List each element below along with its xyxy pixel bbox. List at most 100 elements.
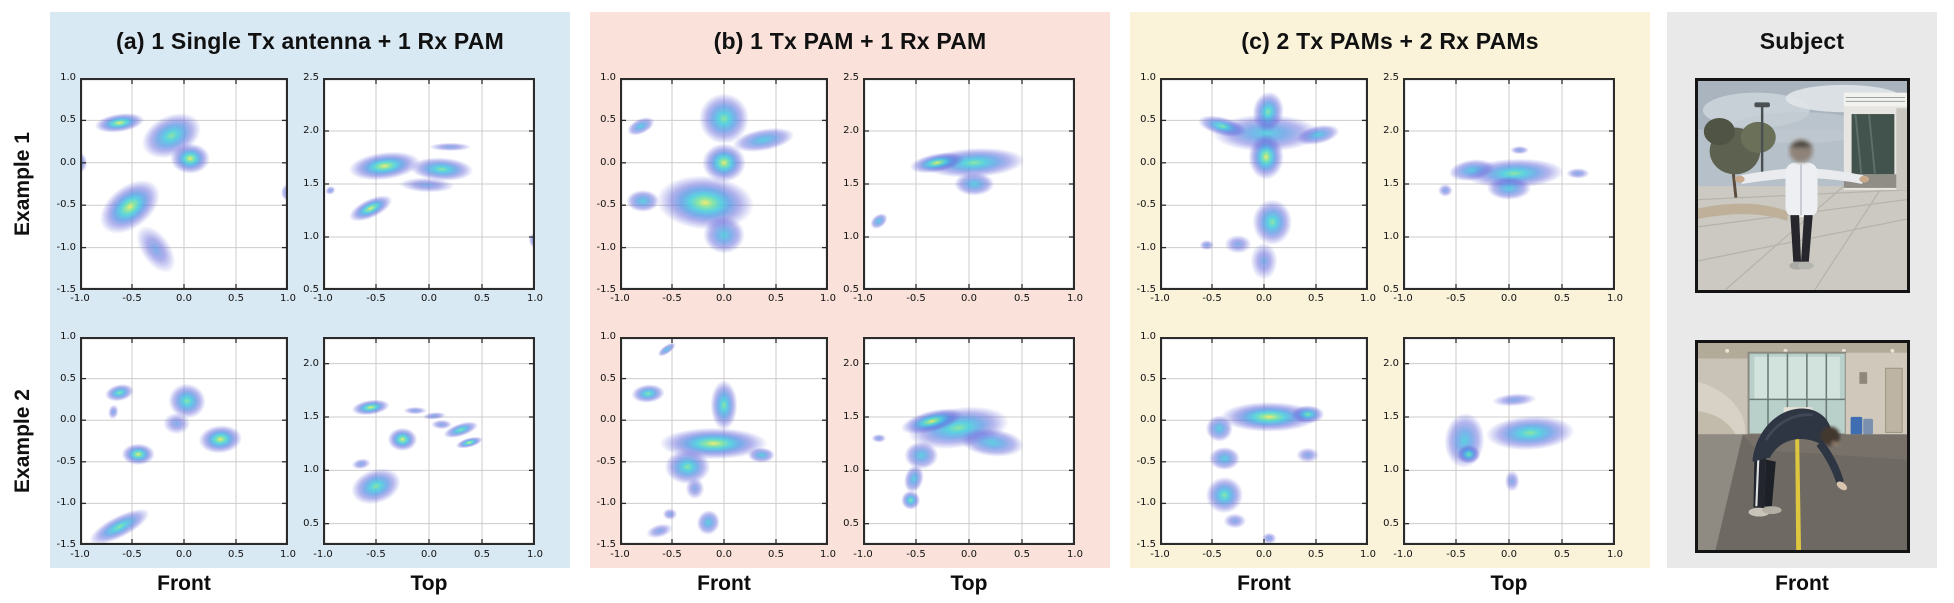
subject-photo-tpose-outdoor — [1695, 78, 1910, 293]
row-label-example-1: Example 1 — [11, 132, 34, 236]
indoor-floor — [1698, 434, 1907, 550]
panel-a: (a) 1 Single Tx antenna + 1 Rx PAM Front… — [50, 0, 570, 603]
x-tick-label: -0.5 — [1202, 293, 1222, 304]
x-tick-label: 0.5 — [474, 549, 490, 560]
y-tick-label: 0.0 — [1140, 156, 1156, 168]
y-tick-label: 2.0 — [1383, 357, 1399, 369]
y-tick-label: 1.0 — [303, 231, 319, 242]
y-tick-label: -0.5 — [56, 455, 76, 467]
y-tick-label: 1.5 — [1383, 178, 1399, 189]
blurred-head — [1789, 139, 1813, 163]
y-tick-label: 0.5 — [600, 372, 616, 384]
y-tick-label: -1.5 — [56, 539, 76, 550]
left-counter — [1698, 381, 1746, 437]
plot-a-example2-front — [80, 337, 288, 545]
panel-b-top-label: Top — [950, 572, 988, 595]
x-tick-label: 0.5 — [1308, 293, 1324, 304]
blurred-head-2 — [1820, 426, 1840, 447]
y-tick-label: 0.5 — [1383, 517, 1399, 529]
y-tick-label: 1.5 — [303, 411, 319, 422]
y-tick-label: -1.0 — [1136, 497, 1156, 509]
y-tick-label: 1.0 — [1140, 331, 1156, 342]
y-tick-label: 0.5 — [303, 284, 319, 295]
x-tick-label: -0.5 — [1446, 549, 1466, 560]
y-tick-label: 0.5 — [303, 517, 319, 529]
y-tick-label: 1.0 — [843, 464, 859, 476]
y-tick-label: -1.0 — [1136, 241, 1156, 253]
y-tick-label: -1.5 — [1136, 539, 1156, 550]
y-tick-label: 0.0 — [600, 156, 616, 168]
y-tick-label: 1.5 — [843, 178, 859, 189]
x-tick-label: 0.5 — [1308, 549, 1324, 560]
x-tick-label: -1.0 — [610, 549, 630, 560]
plot-c-example2-front — [1160, 337, 1368, 545]
y-tick-label: 0.5 — [60, 372, 76, 384]
person-bending — [1748, 408, 1848, 517]
y-tick-label: -1.0 — [56, 497, 76, 509]
y-tick-label: 1.5 — [1383, 411, 1399, 422]
x-tick-label: 1.0 — [1607, 549, 1623, 560]
x-tick-label: 0.0 — [961, 293, 977, 304]
y-tick-label: 0.0 — [600, 414, 616, 426]
x-tick-label: 0.5 — [1554, 549, 1570, 560]
recycle-bins — [1850, 416, 1873, 435]
x-tick-label: 0.0 — [176, 549, 192, 560]
x-tick-label: -1.0 — [313, 549, 333, 560]
x-tick-label: 0.5 — [228, 549, 244, 560]
x-tick-label: 1.0 — [280, 549, 296, 560]
y-tick-label: 1.0 — [600, 331, 616, 342]
x-tick-label: 1.0 — [820, 549, 836, 560]
panel-subject-title: Subject — [1759, 28, 1845, 54]
y-tick-label: -0.5 — [1136, 455, 1156, 467]
panel-b-front-label: Front — [697, 572, 751, 595]
x-tick-label: 0.0 — [716, 549, 732, 560]
y-tick-label: 1.0 — [1383, 231, 1399, 242]
x-tick-label: 0.0 — [1501, 293, 1517, 304]
panel-subject-front-label: Front — [1775, 572, 1829, 595]
panel-a-title: (a) 1 Single Tx antenna + 1 Rx PAM — [116, 28, 504, 54]
y-tick-label: 2.0 — [1383, 125, 1399, 136]
y-tick-label: -1.5 — [56, 284, 76, 295]
y-tick-label: 0.0 — [60, 414, 76, 426]
y-tick-label: -1.0 — [596, 241, 616, 253]
x-tick-label: -1.0 — [1393, 549, 1413, 560]
subject-photo-1-art — [1698, 81, 1907, 290]
panel-c-title: (c) 2 Tx PAMs + 2 Rx PAMs — [1241, 28, 1539, 54]
x-tick-label: 0.0 — [421, 293, 437, 304]
x-tick-label: -1.0 — [853, 549, 873, 560]
yellow-tape-line — [1795, 436, 1802, 550]
panel-b-title: (b) 1 Tx PAM + 1 Rx PAM — [713, 28, 987, 54]
planter-wall — [1698, 203, 1788, 221]
y-tick-label: 1.0 — [303, 464, 319, 476]
y-tick-label: 1.0 — [60, 72, 76, 83]
y-tick-label: 2.5 — [1383, 72, 1399, 83]
person-tpose — [1734, 139, 1870, 270]
plot-c-example1-top — [1403, 78, 1615, 290]
y-tick-label: 2.0 — [303, 357, 319, 369]
x-tick-label: -1.0 — [70, 549, 90, 560]
x-tick-label: -0.5 — [122, 293, 142, 304]
y-tick-label: 0.5 — [1140, 372, 1156, 384]
y-tick-label: 1.0 — [600, 72, 616, 83]
x-tick-label: 1.0 — [1067, 293, 1083, 304]
y-tick-label: 0.0 — [60, 156, 76, 168]
x-tick-label: -0.5 — [906, 549, 926, 560]
x-tick-label: 0.5 — [1554, 293, 1570, 304]
y-tick-label: -0.5 — [1136, 199, 1156, 211]
x-tick-label: 0.0 — [1256, 549, 1272, 560]
panel-subject: Subject — [1667, 0, 1937, 603]
tree — [1703, 117, 1776, 198]
x-tick-label: 0.5 — [474, 293, 490, 304]
y-tick-label: 2.0 — [843, 125, 859, 136]
panel-c-top-label: Top — [1490, 572, 1528, 595]
y-tick-label: -1.5 — [1136, 284, 1156, 295]
y-tick-label: 1.0 — [60, 331, 76, 342]
y-tick-label: 1.0 — [1383, 464, 1399, 476]
plot-c-example1-front — [1160, 78, 1368, 290]
plot-a-example1-top — [323, 78, 535, 290]
y-tick-label: 2.5 — [303, 72, 319, 83]
x-tick-label: 0.0 — [716, 293, 732, 304]
y-tick-label: 0.5 — [60, 114, 76, 126]
y-tick-label: 0.0 — [1140, 414, 1156, 426]
